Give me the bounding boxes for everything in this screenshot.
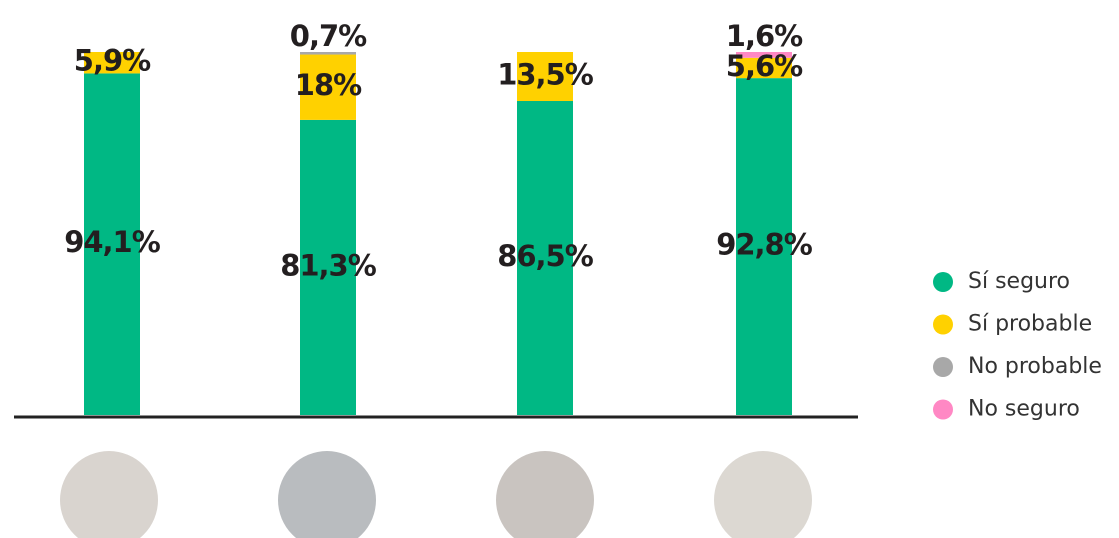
photos <box>60 451 812 538</box>
data-label: 86,5% <box>497 239 594 273</box>
data-label: 0,7% <box>290 19 367 53</box>
legend-label: Sí probable <box>968 312 1092 337</box>
data-label: 92,8% <box>716 228 813 262</box>
data-label: 1,6% <box>726 19 803 53</box>
legend-label: No probable <box>968 354 1102 379</box>
data-label: 5,9% <box>74 44 151 78</box>
photo <box>60 451 158 538</box>
chart: 94,1% 5,9% 81,3% 18% 0,7% 86,5% 13,5% 92,8% 5,6%… <box>0 0 1119 538</box>
data-label: 13,5% <box>497 58 594 92</box>
data-label: 94,1% <box>64 225 161 259</box>
legend-label: No seguro <box>968 397 1080 422</box>
legend-label: Sí seguro <box>968 269 1070 294</box>
photo <box>278 451 376 538</box>
legend-marker <box>933 357 953 377</box>
legend-marker <box>933 315 953 335</box>
data-label: 18% <box>295 68 362 102</box>
photo <box>496 451 594 538</box>
photo <box>714 451 812 538</box>
legend-marker <box>933 400 953 420</box>
data-label: 81,3% <box>280 248 377 282</box>
data-label: 5,6% <box>726 49 803 83</box>
legend-marker <box>933 272 953 292</box>
